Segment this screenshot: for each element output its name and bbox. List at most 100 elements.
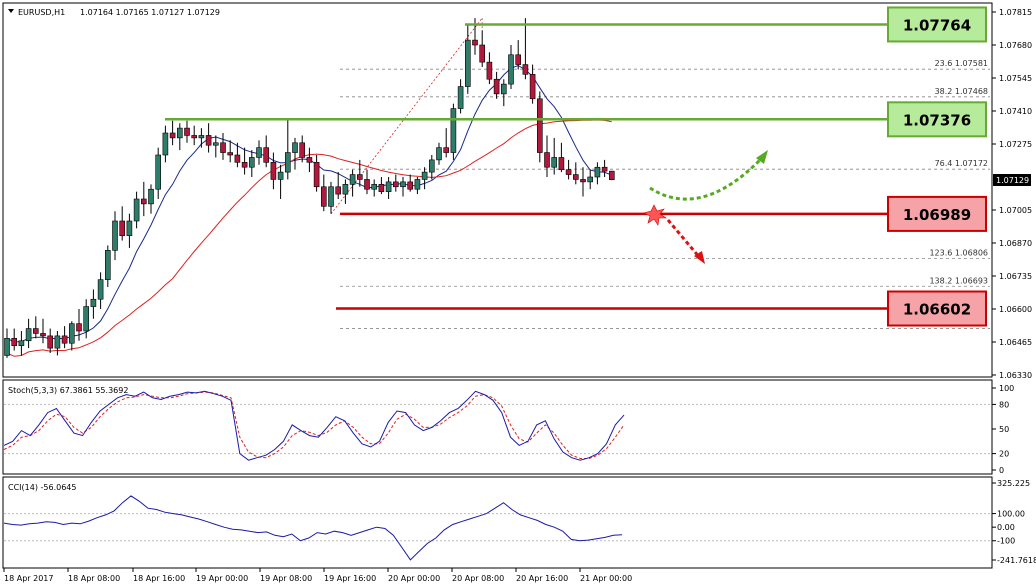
price-tick-label: 1.06600 (999, 305, 1032, 314)
fib-label: 23.6 1.07581 (935, 59, 988, 68)
stoch-tick-label: 100 (999, 384, 1014, 393)
candle-body (162, 132, 169, 156)
cci-panel[interactable] (2, 476, 993, 569)
level-box-resistance (887, 101, 987, 138)
candlesticks (4, 18, 615, 358)
stoch-tick-label: 80 (999, 400, 1009, 409)
candle-body (198, 135, 205, 139)
candle-body (500, 83, 507, 95)
time-tick-label: 19 Apr 16:00 (324, 574, 376, 583)
candle-body (587, 176, 594, 183)
candle-body (83, 306, 89, 332)
candle-body (515, 54, 522, 65)
current-price-label: 1.07129 (996, 176, 1029, 185)
candle-body (169, 132, 176, 139)
candle-body (148, 188, 154, 205)
candle-body (486, 61, 493, 80)
stoch-tick-label: 50 (999, 425, 1009, 434)
candle-body (155, 154, 161, 190)
candle-body (90, 298, 97, 307)
stoch-panel[interactable] (2, 379, 993, 475)
price-tick-label: 1.06870 (999, 239, 1032, 248)
level-label: 1.07764 (903, 16, 971, 34)
current-price-marker: 1.07129 (993, 174, 1031, 186)
cci-tick-label: -241.7618 (997, 556, 1036, 565)
candle-body (133, 198, 140, 222)
cci-title: CCI(14) -56.0645 (8, 483, 76, 492)
breakout-burst-icon (643, 204, 667, 226)
candle-body (69, 323, 75, 344)
level-box-resistance (887, 6, 987, 43)
level-box-support (887, 290, 987, 327)
candle-body (349, 174, 356, 185)
candle-body (328, 186, 334, 207)
candle-body (61, 335, 68, 344)
candle-body (177, 127, 183, 139)
candle-body (234, 154, 241, 163)
price-tick-label: 1.07545 (999, 74, 1032, 83)
stoch-title: Stoch(5,3,3) 67.3861 55.3692 (8, 386, 128, 395)
candle-body (32, 328, 39, 334)
candle-body (191, 135, 197, 139)
price-tick-label: 1.06735 (999, 272, 1032, 281)
candle-body (249, 157, 255, 168)
candle-body (364, 179, 370, 190)
price-tick-label: 1.07005 (999, 206, 1032, 215)
candle-body (565, 169, 572, 175)
scenario-down-arrow (666, 219, 702, 259)
scenario-arrows (643, 150, 768, 264)
candle-body (11, 338, 17, 346)
fib-label: 38.2 1.07468 (935, 87, 988, 96)
stoch-signal-line (3, 391, 625, 459)
candle-body (54, 335, 61, 349)
level-label: 1.06989 (903, 206, 971, 224)
candle-body (385, 181, 392, 192)
ohlc-label: 1.07164 1.07165 1.07127 1.07129 (80, 8, 220, 17)
support-resistance-levels: 1.07764 1.07376 1.06989 1.06602 (165, 6, 987, 327)
time-tick-label: 18 Apr 2017 (4, 574, 53, 583)
price-tick-label: 1.06465 (999, 338, 1032, 347)
time-tick-label: 20 Apr 00:00 (388, 574, 440, 583)
candle-body (306, 157, 313, 163)
fibonacci-levels: 23.6 1.07581 38.2 1.07468 76.4 1.07172 123.… (330, 17, 990, 329)
candle-body (25, 328, 32, 342)
candle-body (97, 279, 104, 300)
candle-body (342, 184, 349, 195)
candle-body (536, 98, 543, 153)
candle-body (572, 174, 579, 180)
fib-label: 123.6 1.06806 (929, 249, 988, 258)
candle-body (277, 171, 284, 180)
candle-body (421, 171, 428, 180)
candle-body (184, 127, 190, 136)
cci-tick-label: 0.00 (997, 523, 1015, 532)
candle-body (18, 340, 25, 346)
arrow-up-head-icon (756, 150, 768, 164)
time-tick-label: 19 Apr 08:00 (260, 574, 312, 583)
price-tick-label: 1.07680 (999, 41, 1032, 50)
candle-body (529, 74, 536, 100)
candle-body (428, 159, 435, 173)
main-panel[interactable] (2, 2, 993, 378)
candle-body (608, 170, 615, 180)
triangle-down-icon[interactable] (8, 9, 14, 13)
level-label: 1.07376 (903, 111, 971, 129)
fib-label: 138.2 1.06693 (929, 276, 988, 285)
candle-body (126, 220, 133, 236)
candle-body (270, 162, 277, 180)
cci-axis: 325.225 100.00 0.00 -100 -241.7618 (4, 479, 1036, 565)
candle-body (400, 181, 406, 188)
cci-line-path (3, 495, 623, 561)
candle-body (284, 152, 291, 173)
stoch-tick-label: 0 (999, 466, 1004, 475)
candle-body (443, 147, 450, 153)
price-tick-label: 1.07410 (999, 107, 1032, 116)
candle-body (407, 181, 414, 190)
candle-body (76, 323, 82, 332)
candle-body (558, 157, 565, 170)
price-tick-label: 1.07815 (999, 8, 1032, 17)
time-tick-label: 21 Apr 00:00 (580, 574, 632, 583)
time-tick-label: 18 Apr 08:00 (68, 574, 120, 583)
candle-body (40, 333, 46, 337)
cci-tick-label: 100.00 (997, 510, 1025, 519)
